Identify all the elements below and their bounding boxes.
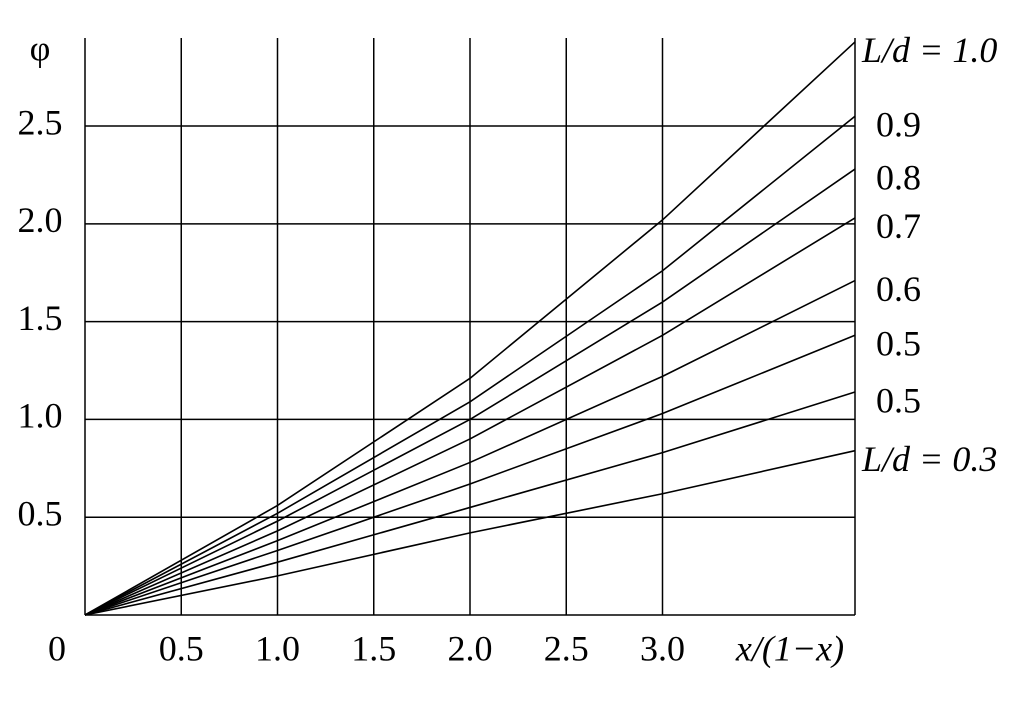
y-tick-label: 2.5 [18,102,63,142]
y-axis-label: φ [30,28,51,68]
y-tick-label: 0 [48,628,66,668]
y-tick-label: 1.5 [18,298,63,338]
series-label: L/d = 0.3 [861,439,997,479]
y-tick-label: 1.0 [18,396,63,436]
x-tick-label: 2.0 [448,628,493,668]
series-line [84,217,856,616]
series-line [84,334,856,616]
series-line [84,41,856,616]
x-tick-label: 0.5 [159,628,204,668]
series-line [84,449,856,616]
series-label: L/d = 1.0 [861,30,997,70]
series-label: 0.9 [876,105,921,145]
series-line [84,115,856,616]
series-label: 0.7 [876,206,921,246]
series-line [84,168,856,616]
x-tick-label: 2.5 [544,628,589,668]
series-line [84,279,856,616]
series-label: 0.6 [876,269,921,309]
x-axis-label: x/(1−x) [735,628,844,668]
x-tick-label: 1.0 [255,628,300,668]
y-tick-label: 2.0 [18,200,63,240]
series-label: 0.5 [876,380,921,420]
series-line [84,391,856,616]
x-tick-label: 3.0 [640,628,685,668]
y-tick-label: 0.5 [18,493,63,533]
x-tick-label: 1.5 [351,628,396,668]
series-label: 0.5 [876,324,921,364]
series-label: 0.8 [876,157,921,197]
